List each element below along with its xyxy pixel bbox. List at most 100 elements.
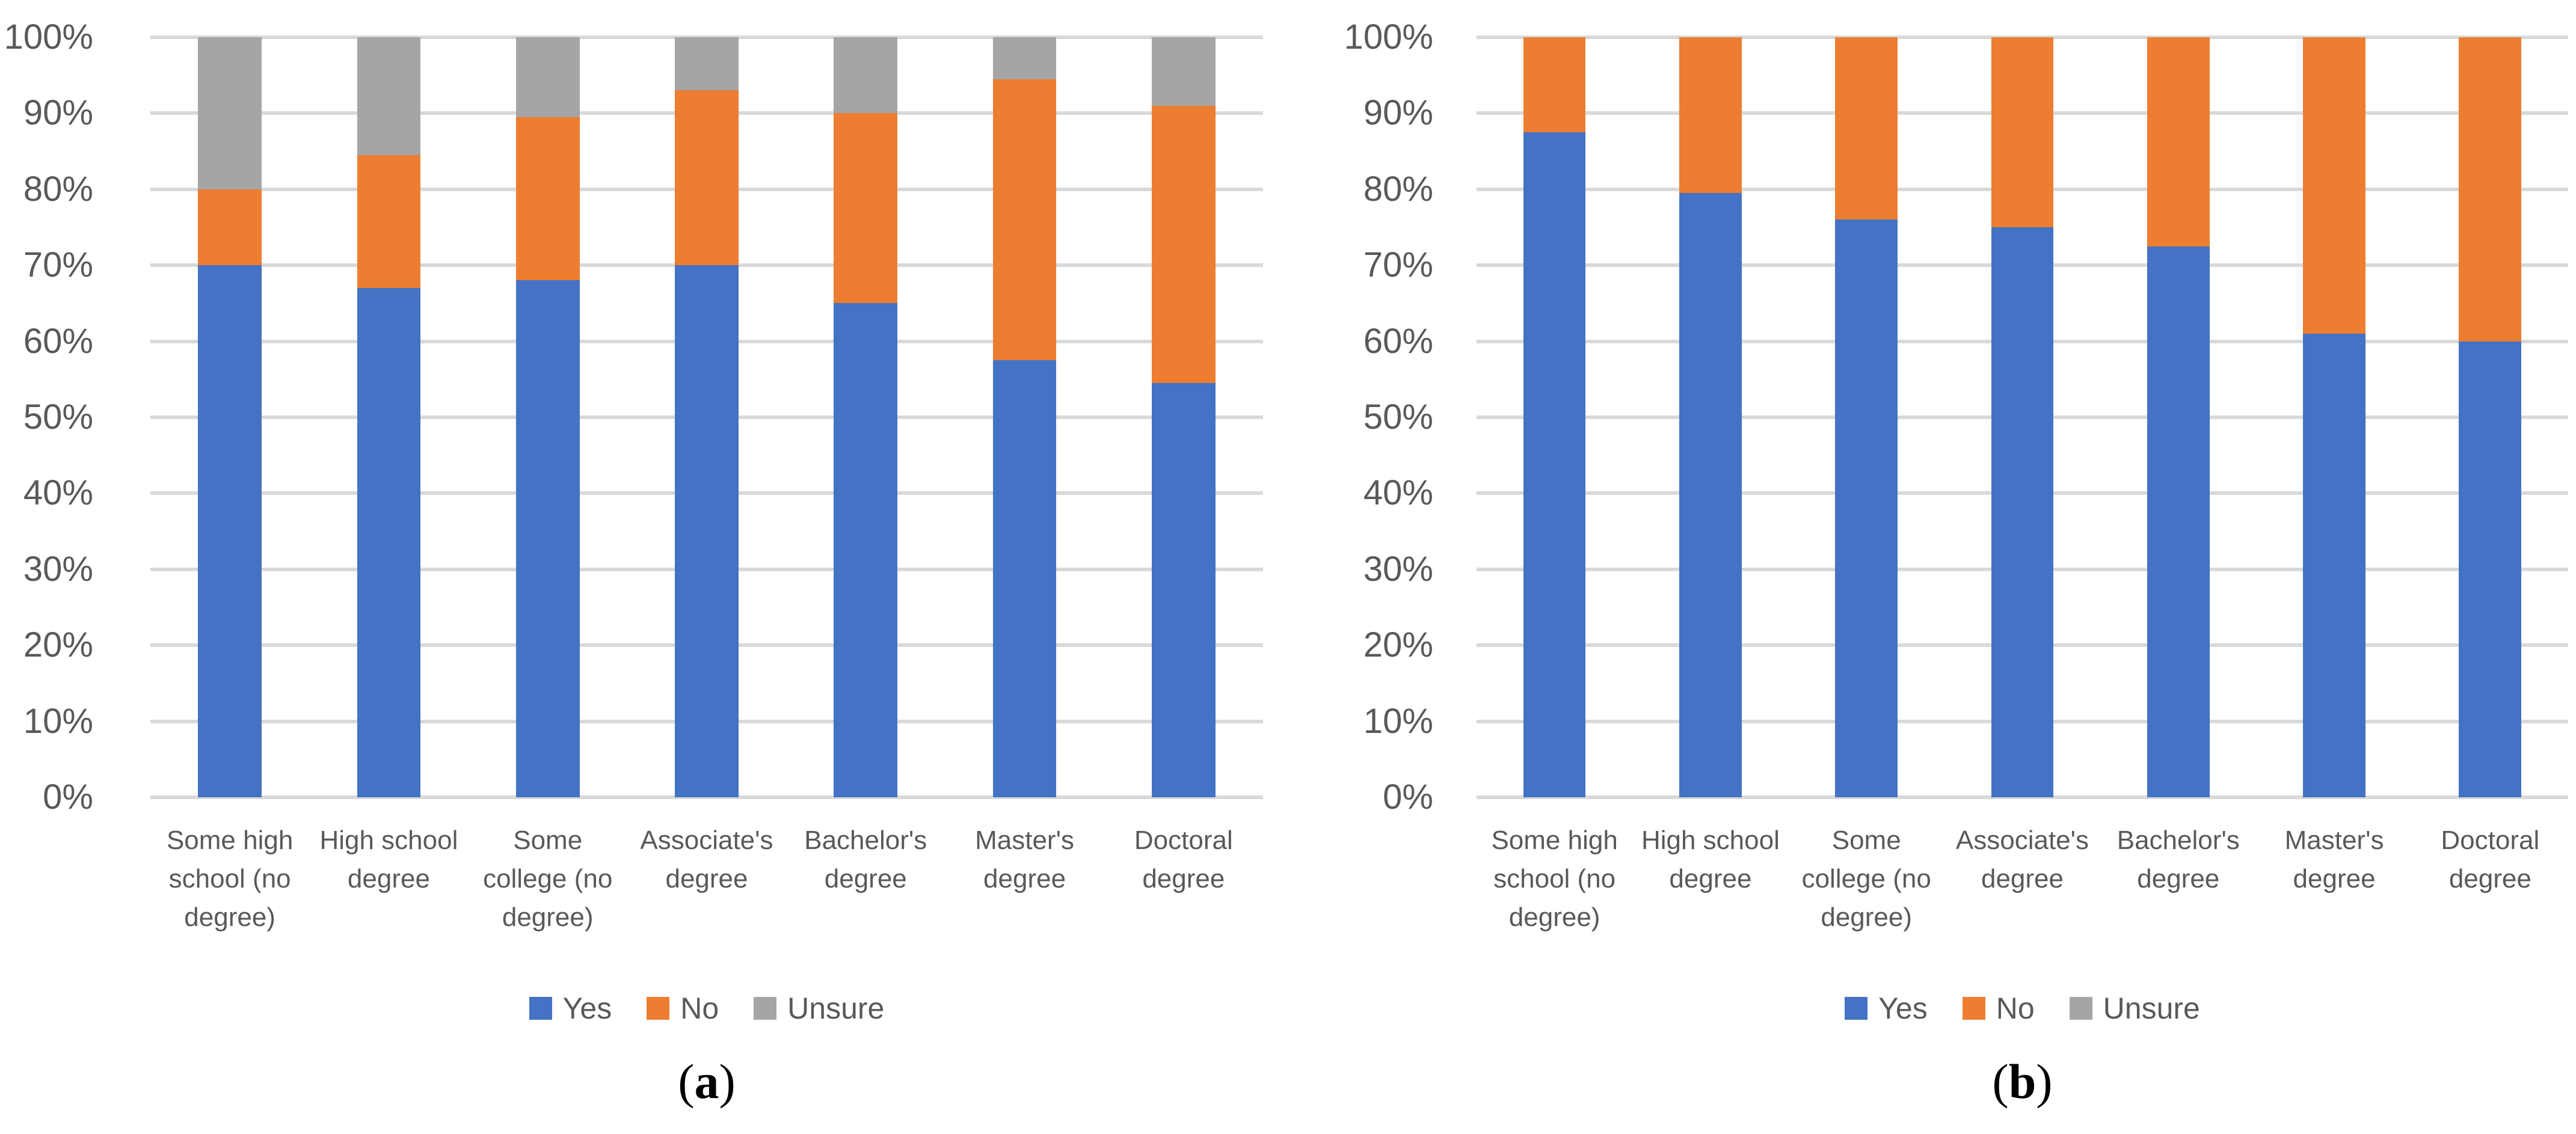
- bar-segment-yes: [357, 288, 421, 797]
- bar-stack: [675, 37, 739, 797]
- bars-layer: [1477, 37, 2568, 797]
- bar-segment-no: [1835, 37, 1898, 220]
- legend-swatch-no: [647, 997, 670, 1020]
- bar-slot: [627, 37, 786, 797]
- bar-segment-yes: [992, 360, 1057, 797]
- gridline: [1477, 795, 2568, 799]
- bar-segment-no: [1679, 37, 1742, 194]
- panel-caption: (b): [1992, 1054, 2053, 1109]
- y-tick-label: 60%: [23, 321, 93, 361]
- y-tick-label: 0%: [43, 777, 93, 817]
- x-category-label: Some college (no degree): [1801, 826, 1931, 932]
- legend-swatch-unsure: [754, 997, 777, 1020]
- bar-segment-no: [1991, 37, 2054, 227]
- x-category-label: High school degree: [1641, 826, 1780, 893]
- bar-segment-yes: [2303, 333, 2365, 797]
- bar-segment-unsure: [515, 37, 580, 117]
- legend-item: Unsure: [2069, 991, 2200, 1025]
- bar-segment-no: [2147, 37, 2210, 247]
- bar-segment-yes: [1679, 193, 1742, 797]
- plot-area: [150, 35, 1263, 799]
- bar-segment-yes: [834, 303, 898, 797]
- y-tick-label: 0%: [1383, 777, 1433, 817]
- gridline: [150, 35, 1263, 39]
- gridline: [150, 795, 1263, 799]
- legend-item: Unsure: [754, 993, 884, 1023]
- x-category-label: High school degree: [319, 826, 458, 893]
- legend-label: Unsure: [2103, 991, 2200, 1025]
- chart-panel-a: 0% 10% 20% 30% 40% 50% 60% 70% 80% 90% 100% Some h…: [0, 20, 1263, 1109]
- bar-segment-no: [198, 189, 262, 266]
- bar-stack: [2147, 37, 2210, 797]
- bar-stack: [1523, 37, 1586, 797]
- bar-segment-unsure: [992, 37, 1057, 79]
- bar-segment-unsure: [1151, 37, 1216, 106]
- panel-caption: (a): [678, 1054, 736, 1109]
- bar-segment-no: [834, 113, 898, 304]
- bar-slot: [1944, 37, 2100, 797]
- bar-stack: [2303, 37, 2365, 797]
- bar-segment-no: [2303, 37, 2365, 334]
- bar-stack: [198, 37, 262, 797]
- bar-segment-unsure: [675, 37, 739, 91]
- legend-label: Yes: [1878, 991, 1928, 1025]
- y-tick-label: 10%: [23, 701, 93, 741]
- bar-stack: [834, 37, 898, 797]
- legend-label: Unsure: [787, 991, 885, 1025]
- legend-swatch-unsure: [2069, 997, 2092, 1020]
- x-axis-labels: Some high school (no degree) High school …: [150, 821, 1263, 937]
- bar-slot: [1632, 37, 1788, 797]
- y-tick-label: 70%: [23, 245, 93, 285]
- y-tick-label: 10%: [1363, 701, 1433, 741]
- x-category-label: Some high school (no degree): [166, 826, 294, 932]
- bar-slot: [2256, 37, 2412, 797]
- bars-layer: [150, 37, 1263, 797]
- y-tick-label: 80%: [23, 169, 93, 209]
- bar-segment-yes: [1523, 132, 1586, 797]
- x-category-label: Some college (no degree): [483, 826, 613, 932]
- bar-stack: [357, 37, 421, 797]
- bar-slot: [309, 37, 468, 797]
- y-tick-label: 30%: [23, 549, 93, 589]
- legend-item: No: [647, 993, 719, 1023]
- legend-item: Yes: [529, 993, 612, 1023]
- bar-segment-yes: [1991, 227, 2054, 797]
- plot-area: [1477, 35, 2568, 799]
- legend-swatch-yes: [529, 997, 552, 1020]
- x-category-label: Doctoral degree: [1134, 826, 1233, 893]
- bar-segment-yes: [2459, 341, 2522, 797]
- bar-segment-no: [992, 79, 1057, 361]
- y-tick-label: 90%: [23, 93, 93, 133]
- y-axis: 0% 10% 20% 30% 40% 50% 60% 70% 80% 90% 100%: [0, 20, 150, 815]
- x-category-label: Doctoral degree: [2441, 826, 2540, 893]
- y-tick-label: 70%: [1363, 245, 1433, 285]
- bar-stack: [1991, 37, 2054, 797]
- bar-segment-no: [1151, 105, 1216, 384]
- y-tick-label: 50%: [1363, 397, 1433, 437]
- y-tick-label: 100%: [1344, 17, 1433, 57]
- legend-item: No: [1962, 991, 2035, 1025]
- bar-segment-no: [675, 90, 739, 266]
- bar-segment-yes: [198, 265, 262, 797]
- bar-stack: [515, 37, 580, 797]
- legend-label: No: [1996, 991, 2035, 1025]
- chart-panel-b: 0% 10% 20% 30% 40% 50% 60% 70% 80% 90% 100% Some h…: [1288, 0, 2576, 1134]
- y-axis: 0% 10% 20% 30% 40% 50% 60% 70% 80% 90% 100%: [1288, 20, 1477, 815]
- bar-stack: [1151, 37, 1216, 797]
- bar-segment-yes: [675, 265, 739, 797]
- bar-slot: [2100, 37, 2256, 797]
- y-tick-label: 40%: [23, 473, 93, 513]
- y-tick-label: 80%: [1363, 169, 1433, 209]
- legend-label: No: [680, 991, 719, 1025]
- bar-slot: [1477, 37, 1632, 797]
- bar-stack: [1679, 37, 1742, 797]
- x-category-label: Associate's degree: [1955, 826, 2089, 893]
- y-tick-label: 30%: [1363, 549, 1433, 589]
- bar-segment-unsure: [834, 37, 898, 114]
- legend-swatch-yes: [1845, 997, 1868, 1020]
- legend: Yes No Unsure: [150, 993, 1263, 1023]
- bar-segment-no: [357, 155, 421, 289]
- x-category-label: Bachelor's degree: [2116, 826, 2240, 893]
- bar-segment-yes: [1151, 383, 1216, 797]
